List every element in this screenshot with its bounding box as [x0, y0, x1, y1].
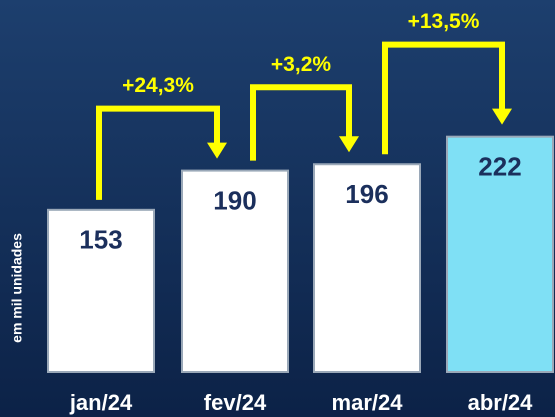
arrow-head [339, 136, 359, 153]
annotation-arrow [250, 84, 352, 161]
annotation-arrow [96, 105, 220, 200]
value-label: 190 [213, 185, 256, 215]
annotation-label: +24,3% [122, 74, 194, 97]
value-label: 222 [478, 152, 521, 182]
annotation-arrow [382, 41, 505, 155]
bar [181, 169, 289, 373]
x-tick-label: abr/24 [468, 390, 534, 415]
x-tick-label: fev/24 [204, 390, 267, 415]
x-tick-label: jan/24 [69, 390, 133, 415]
annotation-label: +3,2% [271, 53, 331, 76]
y-axis-label: em mil unidades [9, 233, 25, 343]
arrow-head [492, 108, 512, 125]
value-label: 196 [345, 179, 388, 209]
bar [313, 163, 421, 373]
bar [446, 135, 554, 373]
x-tick-label: mar/24 [332, 390, 404, 415]
arrow-head [207, 142, 227, 159]
bar [47, 208, 155, 373]
value-label: 153 [79, 225, 122, 255]
annotation-label: +13,5% [408, 10, 480, 33]
